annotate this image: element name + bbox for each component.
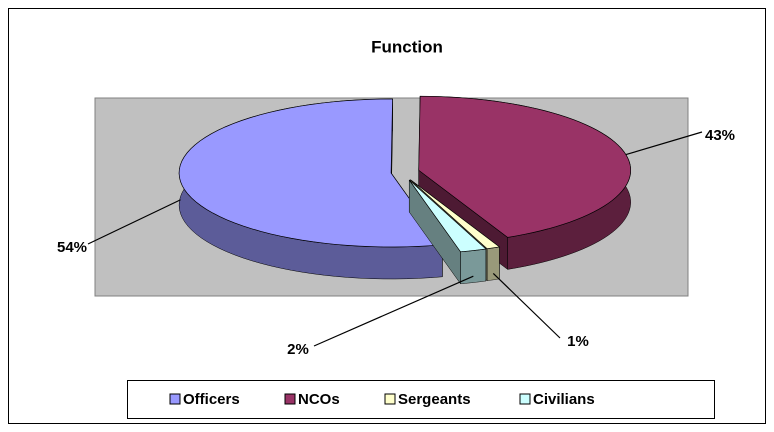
slice-top: [408, 179, 487, 253]
slice-top: [178, 98, 444, 248]
legend-swatch: [169, 393, 181, 405]
leader-line: [625, 131, 703, 156]
legend-label: Sergeants: [398, 391, 471, 408]
leader-line: [87, 199, 181, 245]
slice: [418, 95, 632, 270]
legend-swatch: [519, 393, 531, 405]
slice: [178, 98, 444, 280]
slice-wall: [460, 248, 487, 285]
slice-wall: [486, 246, 500, 282]
data-label: 2%: [287, 341, 309, 358]
leader-line: [492, 273, 561, 339]
legend-swatch: [384, 393, 396, 405]
slice-top: [410, 179, 501, 250]
legend-box: [127, 380, 715, 419]
slice: [408, 179, 487, 285]
data-label: 43%: [705, 127, 735, 144]
data-label: 54%: [57, 239, 87, 256]
chart-title: Function: [371, 37, 443, 56]
leader-line: [313, 275, 474, 347]
data-label: 1%: [567, 333, 589, 350]
legend-label: Civilians: [533, 391, 595, 408]
slice-top: [418, 95, 632, 238]
legend-swatch: [284, 393, 296, 405]
legend-label: NCOs: [298, 391, 340, 408]
legend-label: Officers: [183, 391, 240, 408]
